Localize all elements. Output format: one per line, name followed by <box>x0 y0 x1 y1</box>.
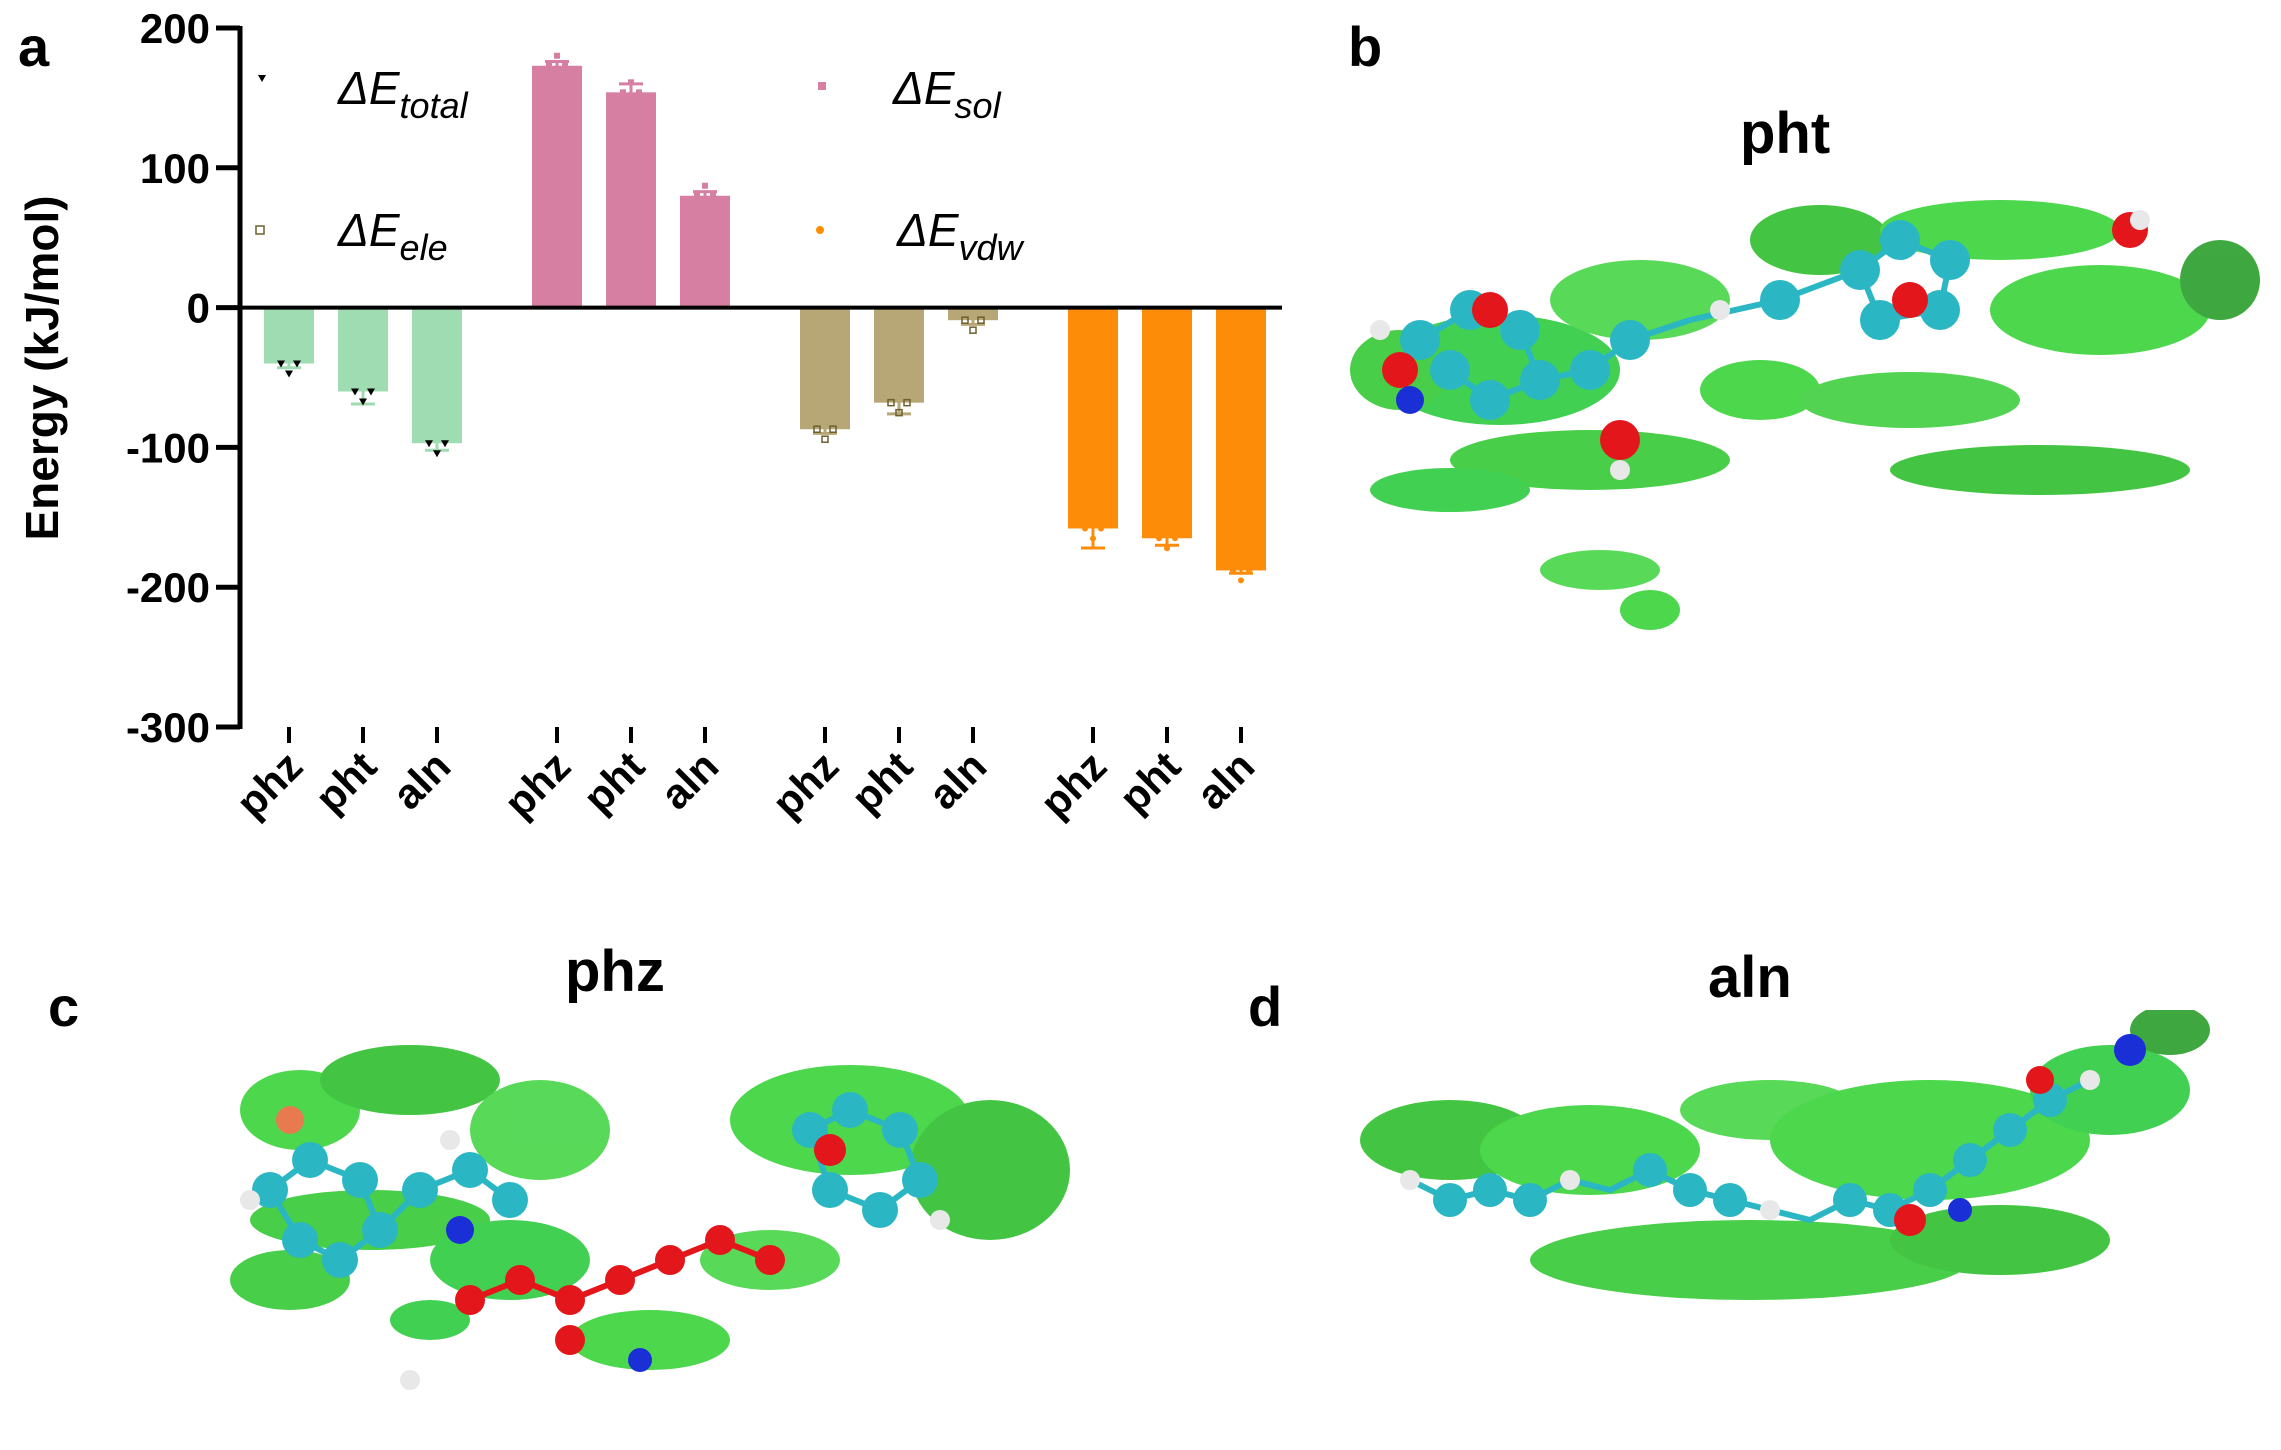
x-tick-label: phz <box>495 742 579 826</box>
replicate-point <box>1156 535 1162 542</box>
replicate-point <box>636 89 642 96</box>
replicate-point <box>1230 567 1236 574</box>
legend-marker-total <box>258 75 266 82</box>
bar-vdw-phz <box>1068 307 1118 529</box>
replicate-point <box>813 425 821 433</box>
x-tick-label: aln <box>651 742 727 818</box>
replicate-point <box>1090 535 1096 542</box>
bar-total-aln <box>412 307 462 444</box>
y-tick-label: 200 <box>140 5 210 52</box>
panel-label-a: a <box>18 15 50 78</box>
y-tick-label: 0 <box>187 285 210 332</box>
panel-label-d: d <box>1248 975 1283 1038</box>
bar-vdw-aln <box>1216 307 1266 571</box>
replicate-point <box>710 192 716 199</box>
legend-marker-sol <box>818 82 826 90</box>
legend-label-vdw: ΔEvdw <box>896 204 1025 268</box>
x-tick-label: phz <box>1031 742 1115 826</box>
replicate-point <box>285 370 293 378</box>
y-tick-label: -200 <box>126 564 210 611</box>
replicate-point <box>367 388 375 396</box>
y-tick-label: -300 <box>126 704 210 751</box>
legend-label-ele: ΔEele <box>337 204 448 268</box>
surface-patches <box>230 1045 1070 1370</box>
legend-marker-ele <box>255 225 265 235</box>
bar-ele-pht <box>874 307 924 403</box>
aln-title: aln <box>1708 945 1792 1010</box>
bar-ele-phz <box>800 307 850 430</box>
bar-ele-aln <box>948 307 998 321</box>
replicate-point <box>829 425 837 433</box>
replicate-point <box>277 360 285 368</box>
replicate-point <box>351 388 359 396</box>
phz-interaction-surface-image <box>230 1045 1070 1390</box>
x-tick-label: phz <box>763 742 847 826</box>
replicate-point <box>620 89 626 96</box>
bar-sol-pht <box>606 92 656 308</box>
legend-label-total: ΔEtotal <box>337 62 469 126</box>
aln-atoms <box>1400 1034 2146 1236</box>
replicate-point <box>887 398 895 407</box>
x-tick-label: pht <box>1110 742 1189 821</box>
replicate-point <box>293 360 301 368</box>
bar-total-phz <box>264 307 314 364</box>
replicate-point <box>969 326 977 334</box>
replicate-point <box>1238 577 1244 584</box>
pht-interaction-surface-image <box>1350 200 2260 630</box>
panel-label-b: b <box>1348 15 1383 78</box>
replicate-point <box>628 79 634 86</box>
surface-patches <box>1360 1010 2210 1300</box>
replicate-point <box>562 62 568 69</box>
x-tick-label: phz <box>227 742 311 826</box>
y-tick-label: 100 <box>140 145 210 192</box>
replicate-point <box>895 408 903 417</box>
x-tick-label: aln <box>1187 742 1263 818</box>
replicate-point <box>546 62 552 69</box>
legend-label-sol: ΔEsol <box>892 62 1002 126</box>
replicate-point <box>903 398 911 407</box>
replicate-point <box>1082 525 1088 532</box>
x-tick-label: pht <box>842 742 921 821</box>
panel-label-c: c <box>48 975 80 1038</box>
bar-sol-aln <box>680 195 730 308</box>
bar-vdw-pht <box>1142 307 1192 539</box>
replicate-point <box>702 182 708 189</box>
replicate-point <box>425 440 433 448</box>
replicate-point <box>821 435 829 443</box>
replicate-point <box>1172 535 1178 542</box>
pht-atoms <box>1370 210 2150 480</box>
x-tick-label: pht <box>306 742 385 821</box>
replicate-point <box>1246 567 1252 574</box>
replicate-point <box>1164 545 1170 552</box>
replicate-point <box>977 316 985 324</box>
legend-marker-vdw <box>816 226 824 234</box>
x-tick-label: aln <box>919 742 995 818</box>
bar-sol-phz <box>532 65 582 308</box>
replicate-point <box>961 316 969 324</box>
replicate-point <box>694 192 700 199</box>
y-tick-label: -100 <box>126 424 210 471</box>
x-tick-label: aln <box>383 742 459 818</box>
replicate-point <box>1098 525 1104 532</box>
replicate-point <box>554 52 560 59</box>
aln-interaction-surface-image <box>1360 1010 2210 1300</box>
phz-title: phz <box>565 939 665 1004</box>
pht-title: pht <box>1740 101 1831 166</box>
y-axis-label: Energy (kJ/mol) <box>16 195 68 540</box>
replicate-point <box>359 398 367 406</box>
x-tick-label: pht <box>574 742 653 821</box>
replicate-point <box>441 440 449 448</box>
phz-atoms <box>240 1092 950 1390</box>
replicate-point <box>433 450 441 458</box>
